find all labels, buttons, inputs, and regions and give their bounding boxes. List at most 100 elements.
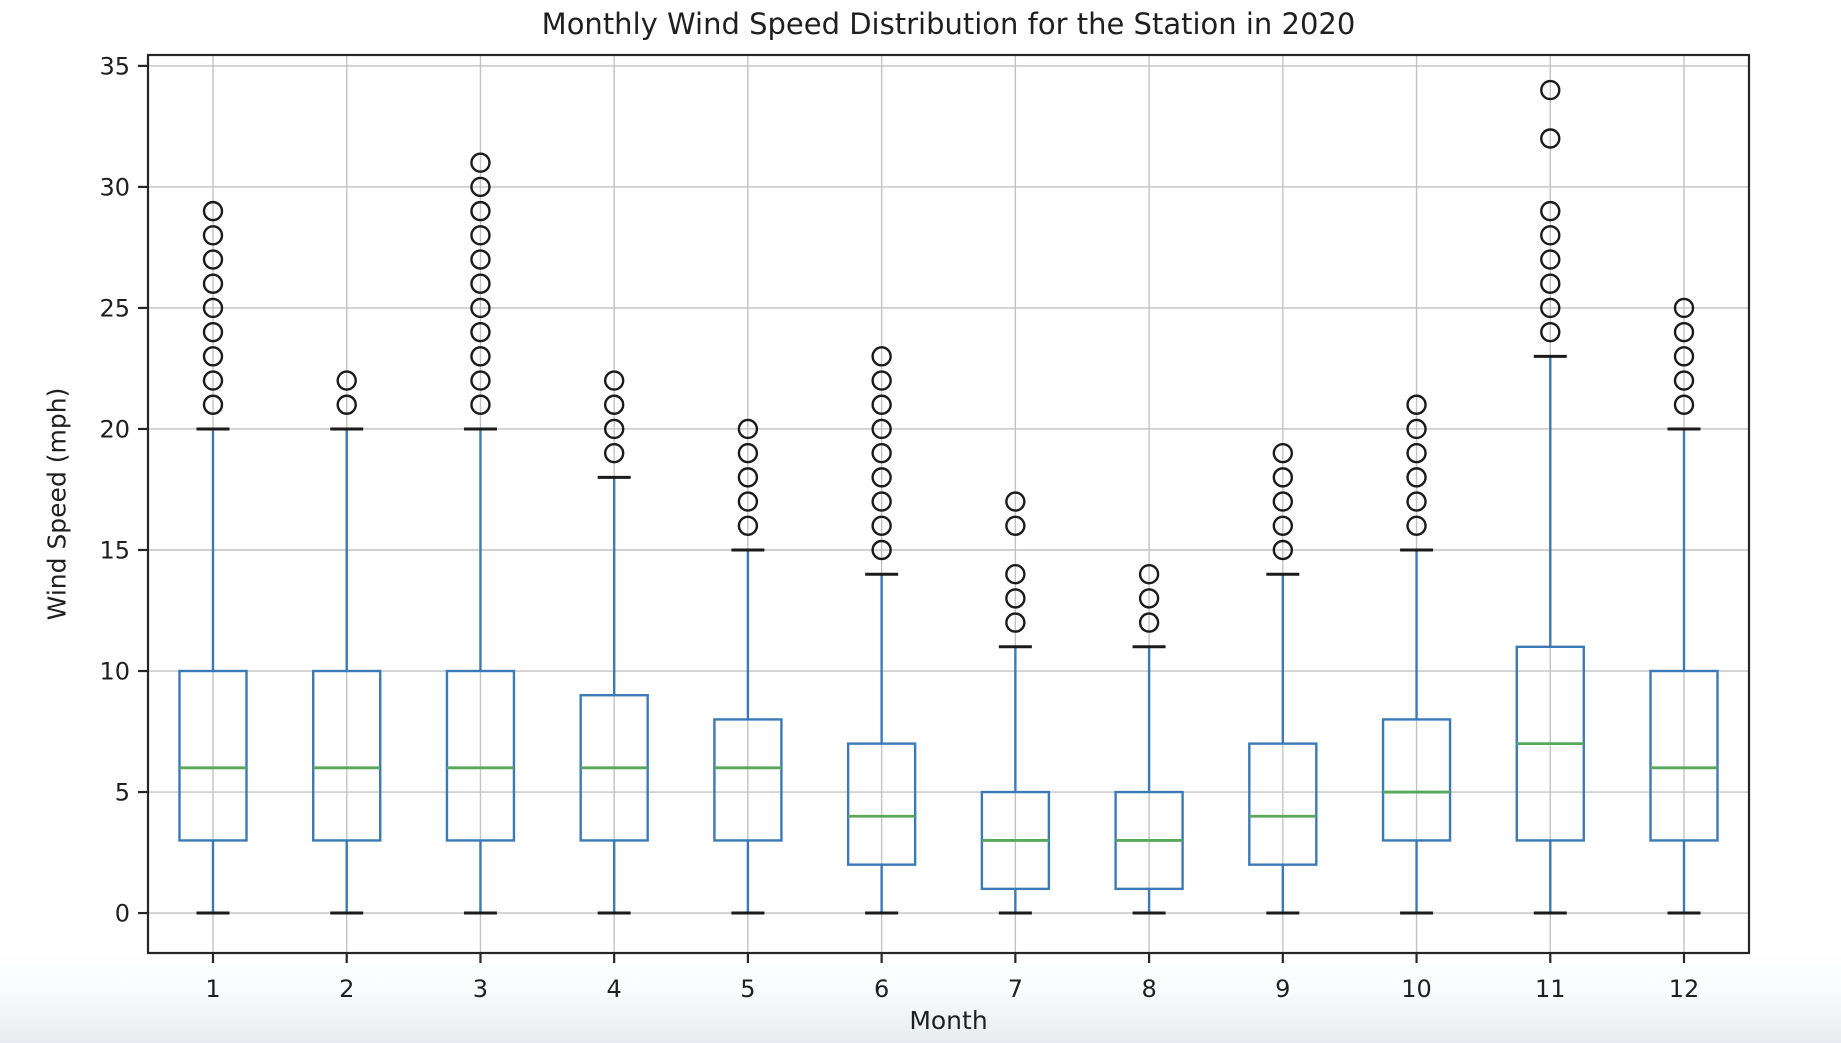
outlier-point [470,152,491,173]
box [713,718,783,842]
outlier-point [1540,273,1561,294]
outlier-point [871,491,892,512]
outlier-point [470,297,491,319]
outlier-point [1406,418,1427,440]
y-tick-label: 35 [99,52,130,80]
x-tick-label: 11 [1535,975,1566,1003]
box [178,669,248,842]
outlier-point [871,394,892,415]
outlier-point [737,491,759,512]
outlier-point [737,442,759,464]
box [1649,669,1719,842]
x-tick-label: 5 [740,975,755,1003]
boxplot-month-12 [1649,297,1719,915]
outlier-point [202,394,224,415]
outlier-point [737,467,759,488]
y-tick-label: 5 [115,779,130,807]
y-tick-label: 10 [99,658,130,686]
outlier-point [1406,491,1427,512]
outlier-point [470,346,491,367]
outlier-point [470,200,491,222]
boxplot-month-10 [1381,394,1452,915]
outlier-point [202,225,224,246]
outlier-point [1540,79,1561,101]
x-tick-label: 10 [1401,975,1432,1003]
boxplot-month-4 [579,370,649,915]
outlier-point [1540,128,1561,149]
outlier-point [202,321,224,343]
outlier-point [202,346,224,367]
outlier-point [202,249,224,270]
box [1381,718,1452,842]
outlier-point [871,467,892,488]
boxplot-month-11 [1515,79,1585,915]
outlier-point [1540,225,1561,246]
x-tick-label: 9 [1275,975,1290,1003]
y-tick-label: 0 [115,900,130,928]
outlier-point [470,370,491,391]
outlier-point [1005,491,1026,512]
outlier-point [1272,467,1294,488]
box [846,742,917,866]
x-tick-label: 4 [607,975,622,1003]
outlier-point [470,225,491,246]
outlier-point [1138,588,1160,609]
boxplot-month-6 [846,346,917,915]
boxplot-month-1 [178,200,248,915]
outlier-point [1272,515,1294,536]
outlier-point [871,515,892,536]
outlier-point [202,370,224,391]
outlier-point [1673,370,1695,391]
boxplot-month-8 [1114,563,1184,915]
axes-spines [146,53,1751,955]
outlier-point [871,370,892,391]
outlier-point [470,321,491,343]
outlier-point [1406,394,1427,415]
outlier-point [202,200,224,222]
boxplot-month-2 [312,370,382,915]
outlier-point [1005,588,1026,609]
outlier-point [871,418,892,440]
outlier-point [603,394,625,415]
box [1248,742,1318,866]
chart-title: Monthly Wind Speed Distribution for the … [541,7,1356,41]
box [312,669,382,842]
outlier-point [336,394,357,415]
outlier-point [1406,467,1427,488]
outlier-point [737,418,759,440]
y-tick-label: 15 [99,536,130,564]
outlier-point [1673,394,1695,415]
outlier-point [1673,321,1695,343]
outlier-point [603,442,625,464]
outlier-point [603,370,625,391]
boxplot-month-3 [445,152,516,915]
x-tick-label: 6 [874,975,889,1003]
outlier-point [1540,321,1561,343]
outlier-point [470,273,491,294]
boxplot-month-7 [980,491,1051,915]
x-tick-label: 1 [205,975,220,1003]
outlier-point [1673,297,1695,319]
outlier-point [1005,612,1026,633]
outlier-point [871,539,892,561]
outlier-point [470,249,491,270]
x-tick-label: 7 [1008,975,1023,1003]
x-tick-label: 3 [473,975,488,1003]
outlier-point [202,273,224,294]
outlier-point [1673,346,1695,367]
outlier-point [1005,515,1026,536]
outlier-point [1272,491,1294,512]
outlier-point [1272,539,1294,561]
outlier-point [1540,249,1561,270]
y-tick-label: 30 [99,173,130,201]
outlier-point [336,370,357,391]
x-tick-label: 12 [1669,975,1700,1003]
outlier-point [1138,563,1160,585]
outlier-point [871,346,892,367]
x-tick-label: 2 [339,975,354,1003]
outlier-point [1406,515,1427,536]
outlier-point [1540,200,1561,222]
